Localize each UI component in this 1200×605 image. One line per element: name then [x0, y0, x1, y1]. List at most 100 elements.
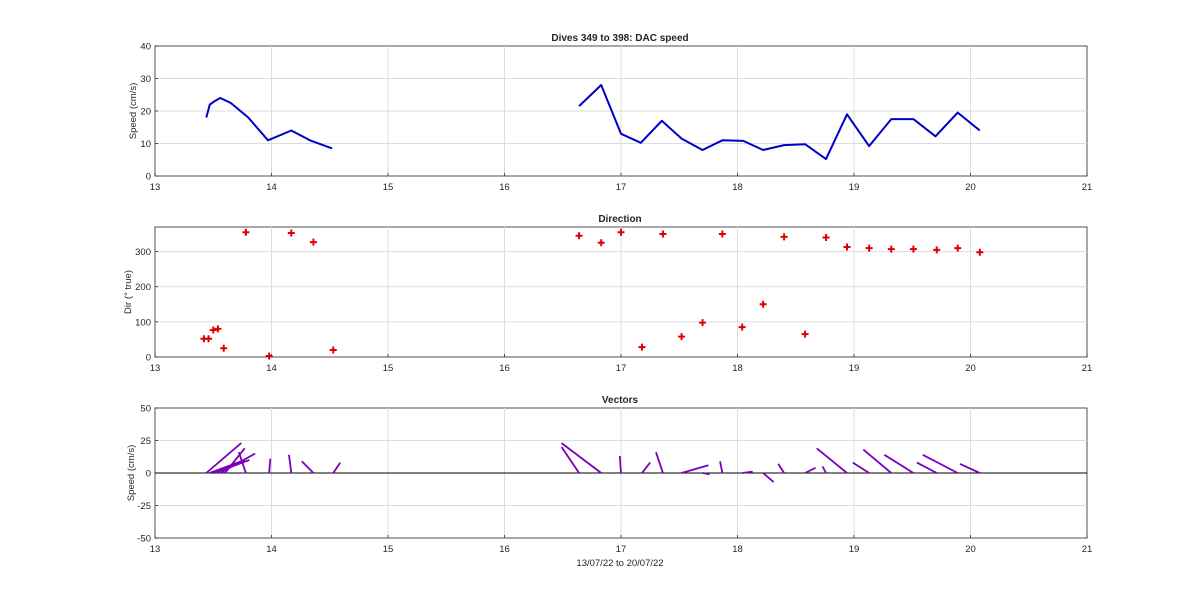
direction-x-tick-label: 13 [150, 363, 161, 374]
velocity-vector [742, 470, 753, 474]
speed-x-tick-label: 16 [499, 182, 510, 193]
direction-x-tick-label: 16 [499, 363, 510, 374]
vectors-x-tick-label: 19 [849, 544, 860, 555]
vectors-x-tick-label: 16 [499, 544, 510, 555]
speed-x-tick-label: 15 [383, 182, 394, 193]
velocity-vector [821, 466, 827, 474]
direction-point [220, 344, 228, 352]
vectors-y-tick-label: -50 [137, 534, 151, 545]
vectors-chart-title: Vectors [602, 395, 639, 406]
direction-point [976, 248, 984, 256]
direction-point [214, 325, 222, 333]
direction-point [309, 238, 317, 246]
direction-point [759, 300, 767, 308]
speed-x-tick-label: 21 [1082, 182, 1093, 193]
speed-y-tick-label: 10 [140, 139, 151, 150]
direction-point [954, 244, 962, 252]
speed-x-tick-label: 19 [849, 182, 860, 193]
velocity-vector [804, 466, 816, 474]
vectors-x-tick-label: 15 [383, 544, 394, 555]
vectors-x-axis-label: 13/07/22 to 20/07/22 [576, 558, 663, 569]
direction-point [933, 246, 941, 254]
velocity-vector [618, 456, 622, 474]
velocity-vector [238, 451, 247, 474]
direction-point [575, 232, 583, 240]
direction-x-tick-label: 14 [266, 363, 277, 374]
speed-x-tick-label: 17 [616, 182, 627, 193]
velocity-vector [205, 442, 242, 474]
direction-x-tick-label: 15 [383, 363, 394, 374]
speed-y-axis-label: Speed (cm/s) [128, 83, 139, 140]
direction-point [205, 335, 213, 343]
direction-x-tick-label: 21 [1082, 363, 1093, 374]
direction-point [843, 243, 851, 251]
direction-y-tick-label: 0 [146, 353, 151, 364]
speed-y-tick-label: 40 [140, 42, 151, 53]
direction-point [329, 346, 337, 354]
direction-x-tick-label: 18 [732, 363, 743, 374]
direction-x-tick-label: 20 [965, 363, 976, 374]
speed-x-tick-label: 20 [965, 182, 976, 193]
velocity-vector [224, 447, 246, 474]
direction-point [909, 245, 917, 253]
vectors-x-tick-label: 13 [150, 544, 161, 555]
direction-point [265, 352, 273, 360]
direction-point [738, 323, 746, 331]
vectors-y-tick-label: 50 [140, 404, 151, 415]
direction-panel: Direction Dir (° true) 13 14 15 16 17 18 19 20 2… [123, 214, 1092, 374]
velocity-vector [883, 454, 914, 474]
velocity-vector [719, 461, 724, 474]
speed-x-tick-label: 13 [150, 182, 161, 193]
velocity-vector [922, 454, 959, 474]
vectors-x-tick-label: 18 [732, 544, 743, 555]
vectors-y-tick-label: -25 [137, 501, 151, 512]
velocity-vector [332, 462, 341, 474]
direction-point [887, 245, 895, 253]
velocity-vector [702, 472, 710, 476]
speed-y-tick-label: 0 [146, 172, 151, 183]
direction-y-tick-label: 200 [135, 282, 151, 293]
velocity-vector [288, 454, 293, 474]
velocity-vector [268, 458, 272, 474]
direction-point [822, 234, 830, 242]
speed-series-line-2 [578, 84, 981, 161]
speed-x-tick-label: 18 [732, 182, 743, 193]
direction-point [699, 319, 707, 327]
direction-point [659, 230, 667, 238]
direction-x-tick-label: 19 [849, 363, 860, 374]
direction-point [801, 330, 809, 338]
velocity-vector [560, 446, 580, 474]
velocity-vector [816, 447, 848, 474]
direction-point [597, 239, 605, 247]
velocity-vector [916, 461, 938, 474]
direction-y-axis-label: Dir (° true) [123, 270, 134, 314]
direction-chart-title: Direction [598, 214, 641, 225]
velocity-vector [852, 461, 870, 474]
vectors-y-tick-label: 0 [146, 469, 151, 480]
velocity-vector [777, 463, 785, 474]
direction-point [718, 230, 726, 238]
velocity-vector [219, 452, 256, 474]
direction-x-tick-label: 17 [616, 363, 627, 374]
velocity-vector [301, 460, 315, 474]
direction-point [209, 326, 217, 334]
velocity-vector [641, 462, 651, 474]
vectors-panel: Vectors Speed (cm/s) 13/07/22 to 20/07/2… [126, 395, 1092, 569]
direction-point [865, 244, 873, 252]
direction-point [780, 233, 788, 241]
direction-point [678, 333, 686, 341]
speed-y-tick-label: 20 [140, 107, 151, 118]
vectors-y-axis-label: Speed (cm/s) [126, 445, 137, 502]
direction-point [242, 228, 250, 236]
speed-x-tick-label: 14 [266, 182, 277, 193]
vectors-x-tick-label: 14 [266, 544, 277, 555]
velocity-vector [862, 448, 892, 474]
vectors-x-tick-label: 17 [616, 544, 627, 555]
velocity-vector [681, 464, 709, 474]
speed-chart-title: Dives 349 to 398: DAC speed [551, 33, 688, 44]
speed-grid [155, 46, 1087, 176]
vectors-x-tick-label: 20 [965, 544, 976, 555]
direction-y-tick-label: 100 [135, 317, 151, 328]
direction-point [638, 343, 646, 351]
